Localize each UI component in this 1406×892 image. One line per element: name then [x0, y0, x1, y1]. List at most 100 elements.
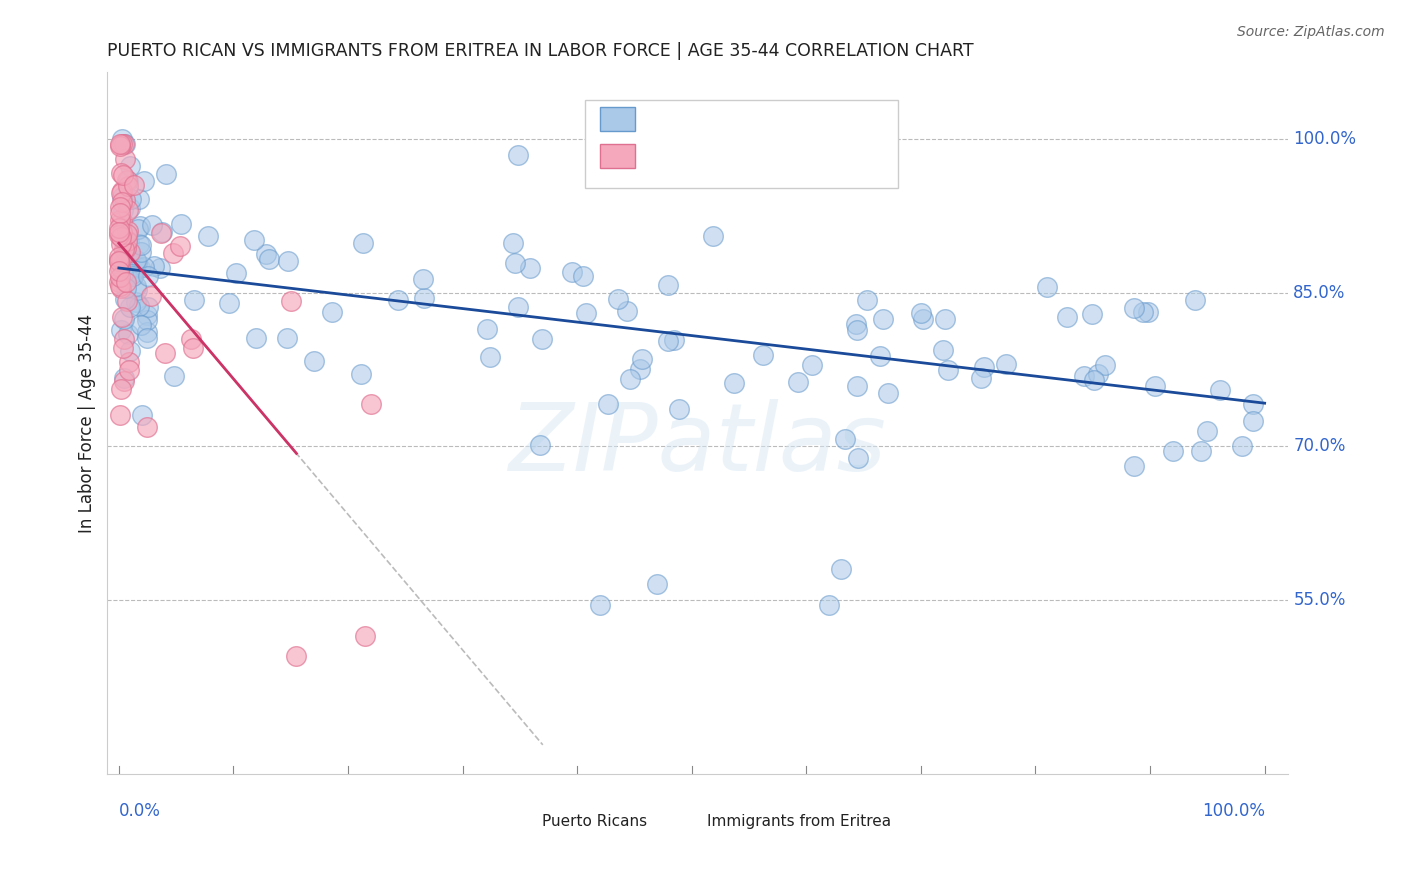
Point — [112, 332, 135, 346]
FancyBboxPatch shape — [585, 101, 898, 188]
Point — [519, 261, 541, 276]
Point — [834, 433, 856, 447]
Point — [387, 293, 409, 307]
Point — [141, 289, 163, 303]
Point — [1081, 307, 1104, 321]
Point — [131, 408, 153, 422]
Point — [503, 256, 526, 270]
Point — [256, 247, 278, 261]
Text: Immigrants from Eritrea: Immigrants from Eritrea — [707, 814, 891, 829]
Point — [257, 252, 280, 266]
Text: PUERTO RICAN VS IMMIGRANTS FROM ERITREA IN LABOR FORCE | AGE 35-44 CORRELATION C: PUERTO RICAN VS IMMIGRANTS FROM ERITREA … — [107, 42, 974, 60]
Point — [149, 261, 172, 276]
Point — [787, 375, 810, 389]
Point — [619, 372, 641, 386]
Point — [138, 300, 160, 314]
Point — [131, 245, 153, 260]
Point — [412, 272, 434, 286]
Point — [1122, 458, 1144, 473]
FancyBboxPatch shape — [666, 816, 699, 838]
Point — [141, 218, 163, 232]
Point — [738, 132, 761, 146]
Point — [1123, 301, 1146, 315]
Point — [845, 317, 868, 331]
Point — [108, 253, 131, 268]
Point — [994, 357, 1017, 371]
Point — [110, 382, 132, 396]
Point — [1056, 310, 1078, 324]
Point — [142, 260, 165, 274]
Point — [120, 192, 142, 206]
Point — [128, 219, 150, 234]
Point — [110, 186, 132, 200]
Point — [162, 246, 184, 260]
Point — [181, 341, 204, 355]
Point — [125, 254, 148, 268]
Point — [111, 132, 134, 146]
Point — [163, 369, 186, 384]
Point — [110, 281, 132, 295]
Point — [112, 242, 135, 256]
Point — [115, 241, 138, 255]
Text: -0.371: -0.371 — [700, 146, 769, 165]
Point — [114, 254, 136, 268]
Point — [118, 363, 141, 377]
Point — [132, 260, 155, 274]
Point — [183, 293, 205, 307]
Point — [115, 275, 138, 289]
Point — [647, 577, 669, 591]
Point — [970, 371, 993, 385]
Point — [845, 378, 868, 392]
Point — [115, 234, 138, 248]
Point — [125, 283, 148, 297]
Point — [508, 148, 530, 162]
Point — [1087, 367, 1109, 381]
Point — [561, 264, 583, 278]
Point — [616, 304, 638, 318]
Point — [111, 168, 134, 182]
Point — [1073, 369, 1095, 384]
Point — [530, 332, 553, 346]
Text: Source: ZipAtlas.com: Source: ZipAtlas.com — [1237, 25, 1385, 39]
Point — [153, 346, 176, 360]
Point — [108, 225, 131, 239]
Point — [1209, 383, 1232, 397]
Point — [108, 200, 131, 214]
Point — [111, 137, 134, 152]
Point — [350, 367, 373, 381]
Point — [876, 386, 898, 401]
Point — [120, 201, 142, 215]
Point — [114, 281, 136, 295]
Point — [479, 350, 502, 364]
Point — [108, 263, 131, 277]
Point — [129, 318, 152, 332]
Text: N =: N = — [780, 111, 820, 128]
Point — [117, 178, 139, 193]
Point — [285, 648, 308, 663]
Point — [475, 321, 498, 335]
Point — [111, 202, 134, 217]
Point — [127, 221, 149, 235]
Text: 142: 142 — [827, 110, 868, 129]
Point — [118, 235, 141, 250]
Point — [115, 294, 138, 309]
Point — [846, 450, 869, 465]
Point — [845, 323, 868, 337]
Point — [108, 269, 131, 284]
Text: R =: R = — [647, 111, 686, 128]
Text: 100.0%: 100.0% — [1294, 130, 1357, 148]
Point — [1184, 293, 1206, 307]
Point — [120, 300, 142, 314]
Point — [125, 278, 148, 293]
Point — [242, 233, 264, 247]
Point — [1197, 424, 1219, 438]
Point — [1036, 280, 1059, 294]
Point — [1230, 439, 1253, 453]
Point — [571, 268, 593, 283]
Point — [657, 278, 679, 293]
Point — [111, 184, 134, 198]
Point — [360, 397, 382, 411]
Point — [973, 360, 995, 375]
Point — [506, 300, 529, 314]
Point — [112, 267, 135, 281]
